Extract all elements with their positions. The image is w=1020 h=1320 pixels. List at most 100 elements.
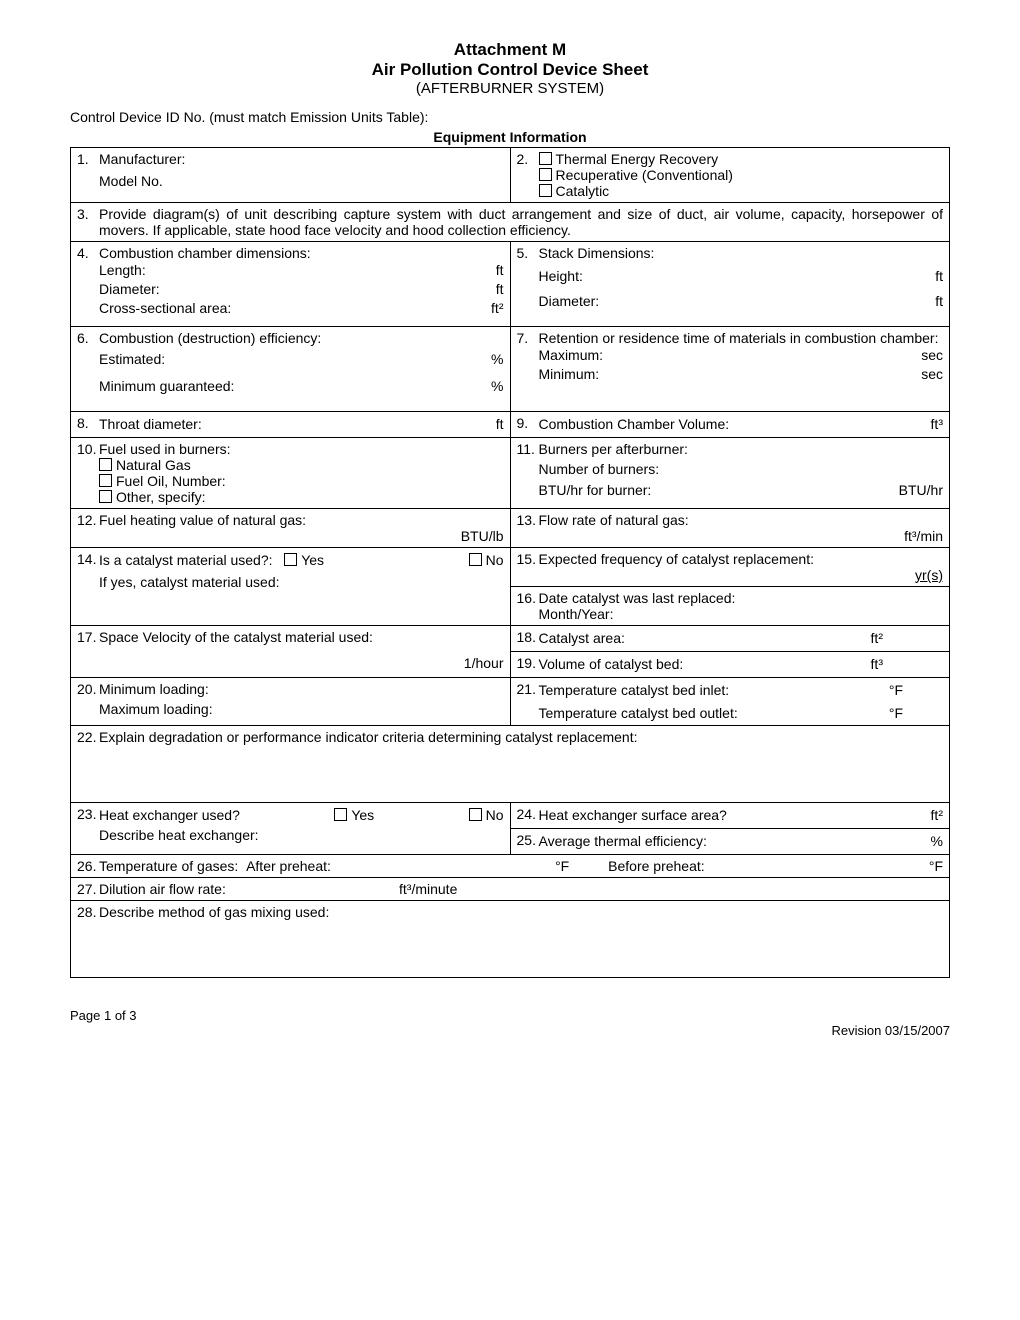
cell-3: 3. Provide diagram(s) of unit describing… — [71, 203, 950, 242]
opt-recuperative[interactable]: Recuperative (Conventional) — [539, 167, 944, 183]
num-15: 15. — [517, 551, 539, 583]
cell-4: 4. Combustion chamber dimensions: Length… — [71, 242, 511, 327]
chamber-vol-unit: ft³ — [931, 415, 943, 434]
diameter-unit: ft — [496, 280, 504, 299]
thermal-eff-unit: % — [931, 832, 943, 851]
checkbox-yes-icon[interactable] — [334, 808, 347, 821]
revision: Revision 03/15/2007 — [70, 1023, 950, 1038]
catalyst-bed-vol-label: Volume of catalyst bed: — [539, 655, 684, 674]
checkbox-icon[interactable] — [99, 474, 112, 487]
min-unit: sec — [921, 365, 943, 384]
fuel-title: Fuel used in burners: — [99, 441, 504, 457]
yes-label: Yes — [301, 552, 324, 568]
cell-8: 8. Throat diameter:ft — [71, 412, 511, 438]
catalyst-material-label: If yes, catalyst material used: — [99, 574, 504, 590]
num-3: 3. — [77, 206, 99, 238]
cell-6: 6. Combustion (destruction) efficiency: … — [71, 327, 511, 412]
catalyst-area-label: Catalyst area: — [539, 629, 625, 648]
opt-fueloil[interactable]: Fuel Oil, Number: — [99, 473, 504, 489]
yes-label-2: Yes — [351, 807, 374, 823]
title-sub: Air Pollution Control Device Sheet — [70, 60, 950, 80]
num-10: 10. — [77, 441, 99, 505]
cell-12: 12. Fuel heating value of natural gas: B… — [71, 508, 511, 547]
num-11: 11. — [517, 441, 539, 500]
diameter-label: Diameter: — [99, 280, 160, 299]
catalyst-bed-vol-unit: ft³ — [871, 655, 943, 674]
catalyst-freq-unit: yr(s) — [539, 567, 944, 583]
height-unit: ft — [935, 267, 943, 286]
checkbox-no-icon[interactable] — [469, 808, 482, 821]
num-24: 24. — [517, 806, 539, 825]
opt-natgas[interactable]: Natural Gas — [99, 457, 504, 473]
temp-outlet-label: Temperature catalyst bed outlet: — [539, 704, 738, 723]
describe-heat-exch-label: Describe heat exchanger: — [99, 827, 504, 843]
num-14: 14. — [77, 551, 99, 590]
model-label: Model No. — [99, 173, 504, 189]
gas-mixing-label: Describe method of gas mixing used: — [99, 904, 943, 920]
num-9: 9. — [517, 415, 539, 434]
section-header: Equipment Information — [70, 129, 950, 145]
manufacturer-label: Manufacturer: — [99, 151, 504, 167]
max-label: Maximum: — [539, 346, 604, 365]
title-block: Attachment M Air Pollution Control Devic… — [70, 40, 950, 97]
temp-inlet-unit: °F — [889, 681, 943, 700]
flow-rate-unit: ft³/min — [539, 528, 944, 544]
heating-value-label: Fuel heating value of natural gas: — [99, 512, 504, 528]
diagram-text: Provide diagram(s) of unit describing ca… — [99, 206, 943, 238]
num-28: 28. — [77, 904, 99, 920]
checkbox-icon[interactable] — [539, 168, 552, 181]
opt-other[interactable]: Other, specify: — [99, 489, 504, 505]
cell-15: 15. Expected frequency of catalyst repla… — [510, 547, 950, 586]
max-unit: sec — [921, 346, 943, 365]
checkbox-icon[interactable] — [539, 184, 552, 197]
device-id-label: Control Device ID No. (must match Emissi… — [70, 109, 950, 125]
num-6: 6. — [77, 330, 99, 396]
num-2: 2. — [517, 151, 539, 199]
chamber-vol-label: Combustion Chamber Volume: — [539, 415, 730, 434]
num-25: 25. — [517, 832, 539, 851]
heat-exch-area-unit: ft² — [931, 806, 943, 825]
min-label: Minimum: — [539, 365, 600, 384]
num-18: 18. — [517, 629, 539, 648]
throat-label: Throat diameter: — [99, 415, 202, 434]
num-19: 19. — [517, 655, 539, 674]
cell-25: 25. Average thermal efficiency:% — [510, 829, 950, 855]
checkbox-icon[interactable] — [539, 152, 552, 165]
no-label: No — [486, 552, 504, 568]
heating-value-unit: BTU/lb — [99, 528, 504, 544]
dilution-label: Dilution air flow rate: — [99, 881, 399, 897]
degradation-label: Explain degradation or performance indic… — [99, 729, 943, 745]
checkbox-no-icon[interactable] — [469, 553, 482, 566]
diameter2-label: Diameter: — [539, 292, 600, 311]
num-21: 21. — [517, 681, 539, 723]
opt-catalytic[interactable]: Catalytic — [539, 183, 944, 199]
checkbox-icon[interactable] — [99, 458, 112, 471]
cell-21: 21. Temperature catalyst bed inlet: °F Te… — [510, 677, 950, 726]
cell-14: 14. Is a catalyst material used?: Yes No… — [71, 547, 511, 625]
num-burners-label: Number of burners: — [539, 461, 944, 477]
btu-unit: BTU/hr — [899, 481, 943, 500]
opt-thermal[interactable]: Thermal Energy Recovery — [539, 151, 944, 167]
after-preheat-label: After preheat: — [246, 858, 331, 874]
cell-11: 11. Burners per afterburner: Number of b… — [510, 437, 950, 508]
cell-13: 13. Flow rate of natural gas: ft³/min — [510, 508, 950, 547]
cell-23: 23. Heat exchanger used? Yes No Describe… — [71, 803, 511, 855]
cell-5: 5. Stack Dimensions: Height:ft Diameter:… — [510, 242, 950, 327]
min-guar-unit: % — [491, 377, 503, 396]
temp-inlet-label: Temperature catalyst bed inlet: — [539, 681, 730, 700]
num-8: 8. — [77, 415, 99, 434]
chamber-dims-title: Combustion chamber dimensions: — [99, 245, 504, 261]
cell-2: 2. Thermal Energy Recovery Recuperative … — [510, 148, 950, 203]
checkbox-yes-icon[interactable] — [284, 553, 297, 566]
after-preheat-unit: °F — [555, 858, 569, 874]
btu-label: BTU/hr for burner: — [539, 481, 652, 500]
checkbox-icon[interactable] — [99, 490, 112, 503]
temp-gases-label: Temperature of gases: — [99, 858, 238, 874]
space-velocity-unit: 1/hour — [99, 655, 504, 671]
cell-28: 28. Describe method of gas mixing used: — [71, 901, 950, 978]
cell-7: 7. Retention or residence time of materi… — [510, 327, 950, 412]
num-16: 16. — [517, 590, 539, 622]
num-27: 27. — [77, 881, 99, 897]
estimated-unit: % — [491, 350, 503, 369]
flow-rate-label: Flow rate of natural gas: — [539, 512, 944, 528]
